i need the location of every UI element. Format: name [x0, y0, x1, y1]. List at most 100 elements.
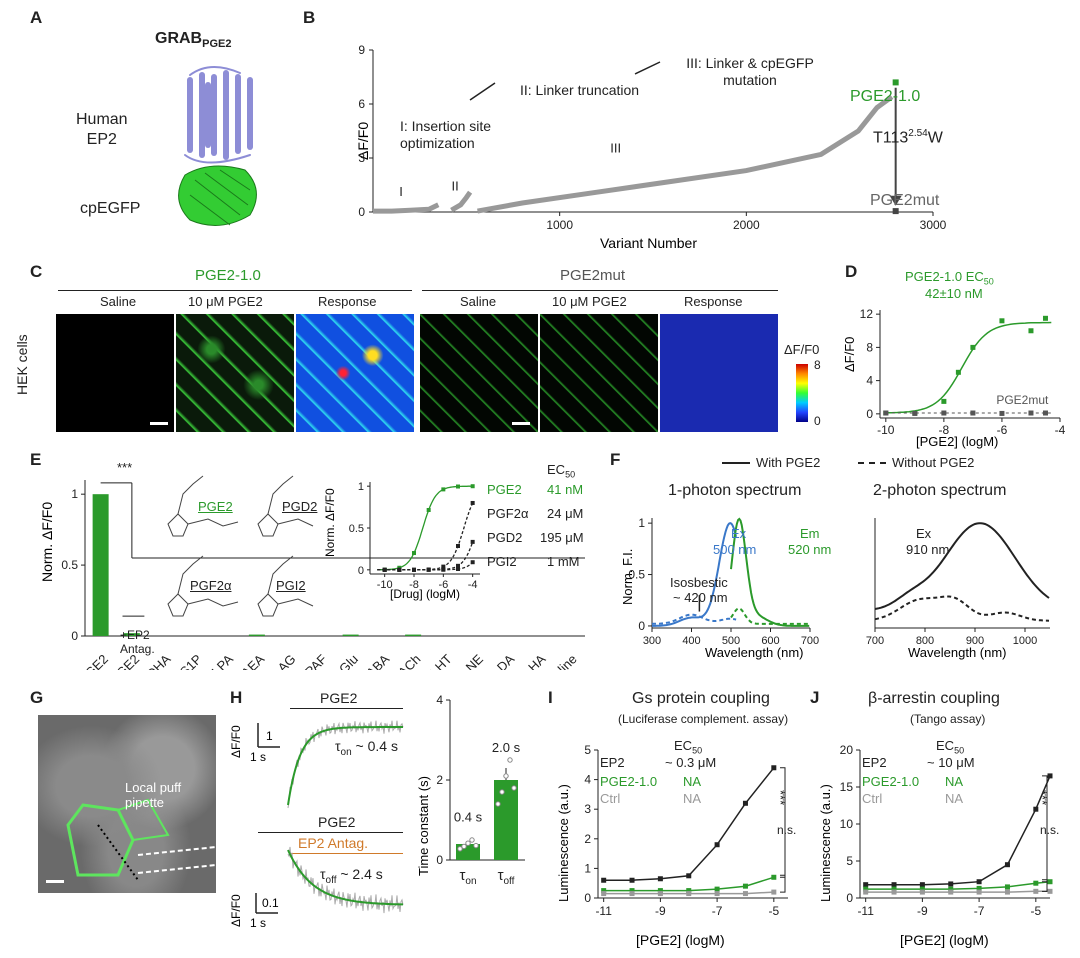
panel-e-label: E: [30, 450, 42, 469]
x-tick-label: -6: [997, 423, 1008, 437]
h-scalet: 1 s: [250, 750, 266, 764]
h-ylab-2: ΔF/F0: [229, 894, 243, 927]
pge2-1-point: [941, 398, 947, 404]
stage-label: III: [610, 141, 621, 156]
panel-i-chart: [PGE2] (logM) Luminescence (a.u.) 0 1 2 3 4 5…: [556, 743, 788, 948]
x-tick-label: -6: [438, 579, 448, 591]
y-tick-label: 4: [584, 773, 591, 787]
c-mut-saline-image: [420, 314, 538, 432]
chemical-structures: [167, 475, 314, 617]
y-tick-label: 5: [584, 743, 591, 757]
struct-pgf2a: PGF2α: [190, 578, 232, 593]
inset-row-name: PGI2: [487, 554, 517, 569]
series-Ctrl: [865, 890, 1050, 893]
legend-with: With PGE2: [756, 455, 821, 470]
stage-label: II: [452, 178, 459, 193]
h-bar-3: [290, 853, 403, 854]
cbar-min: 0: [814, 414, 821, 428]
x-tick-label: -4: [1055, 423, 1066, 437]
x-tick-label: 700: [801, 635, 819, 647]
j-row-name: EP2: [862, 755, 887, 770]
panel-i-label: I: [548, 688, 553, 707]
protein-structure-image: [178, 66, 257, 226]
panel-f-chart: Norm. F.I. Wavelength (nm) Wavelength (n…: [620, 516, 1050, 660]
category-label: S1P: [177, 651, 205, 670]
panel-b-label: B: [303, 8, 316, 27]
x-tick-label: 600: [761, 635, 779, 647]
legend-dashed: [858, 462, 886, 464]
panel-a-label: A: [30, 8, 43, 27]
j-row-name: Ctrl: [862, 791, 883, 806]
h-pge2-2: PGE2: [318, 814, 356, 830]
category-label: PGE2: [76, 651, 111, 670]
panel-d-ec50: 42±10 nM: [925, 286, 983, 301]
series-EP2: [603, 767, 775, 881]
data-dot: [461, 843, 467, 850]
pge2mut-label: PGE2mut: [996, 393, 1049, 407]
data-point: [948, 886, 954, 892]
inset-point: [441, 567, 446, 572]
inset-point: [470, 539, 475, 544]
x-tick-label: 300: [643, 635, 661, 647]
j-title: β-arrestin coupling: [868, 690, 1000, 707]
inset-point: [470, 500, 475, 505]
inset-point: [397, 565, 402, 570]
panel-g-label: G: [30, 688, 44, 707]
antag-label: +EP2 Antag.: [120, 628, 155, 656]
y-tick-label: 0: [71, 629, 78, 643]
bar: [494, 780, 518, 860]
i-xlabel: [PGE2] (logM): [636, 932, 725, 948]
inset-point: [397, 567, 402, 572]
data-point: [601, 888, 607, 894]
inset-point: [456, 566, 460, 571]
pge2-1-point: [1042, 315, 1048, 321]
y-tick-label: 5: [846, 854, 853, 868]
sig-bracket: [780, 767, 786, 878]
x-tick-label: -9: [917, 904, 928, 918]
cbar-max: 8: [814, 358, 821, 372]
category-label: NE: [463, 651, 487, 670]
trace-raw: [287, 720, 404, 809]
c-mut-response-image: [660, 314, 778, 432]
bar-value-label: 0.4 s: [454, 810, 483, 825]
colorbar: [796, 364, 808, 422]
pge2mut-label: PGE2mut: [870, 192, 940, 209]
data-dot: [503, 773, 509, 779]
inset-row-name: PGD2: [487, 530, 523, 545]
data-point: [686, 888, 692, 894]
excitation-with: [652, 521, 738, 627]
bar: [405, 634, 422, 636]
col-saline-1: Saline: [100, 294, 137, 309]
j-xlabel: [PGE2] (logM): [900, 932, 989, 948]
panel-j-chart: [PGE2] (logM) Luminescence (a.u.) 0 5 10 15…: [818, 743, 1053, 948]
col-saline-2: Saline: [460, 294, 497, 309]
x-tick-label: -4: [468, 579, 478, 591]
sig-bracket: [1042, 775, 1048, 883]
stage-iii-annotation: III: Linker & cpEGFP mutation: [686, 55, 814, 88]
y-tick-label: 0: [358, 565, 364, 577]
panel-b-xlabel: Variant Number: [600, 235, 697, 251]
x-tick-label: 800: [916, 635, 934, 647]
stage-I-series: [373, 202, 440, 214]
y-tick-label: 0: [866, 407, 873, 421]
data-point: [686, 873, 692, 879]
panel-b-ylabel: ΔF/F0: [355, 122, 371, 160]
x-tick-label: -9: [655, 904, 666, 918]
ns-bracket: [1042, 879, 1048, 892]
arrow-head: [889, 195, 902, 206]
pge2mut-point: [999, 410, 1005, 416]
h-antag: EP2 Antag.: [298, 835, 369, 851]
trace-fit: [287, 726, 403, 806]
i-title: Gs protein coupling: [632, 690, 770, 707]
data-point: [948, 881, 954, 887]
g-cell-image: [38, 715, 217, 893]
inset-point: [441, 564, 446, 569]
inset-point: [470, 560, 475, 565]
i-row-ec: NA: [683, 791, 702, 806]
data-point: [891, 882, 897, 888]
y-tick-label: 0: [638, 619, 645, 633]
tau-on: τon ~ 0.4 s: [335, 738, 398, 758]
data-point: [657, 876, 663, 882]
inset-row-ec: 41 nM: [547, 482, 584, 497]
legend-solid: [722, 462, 750, 464]
